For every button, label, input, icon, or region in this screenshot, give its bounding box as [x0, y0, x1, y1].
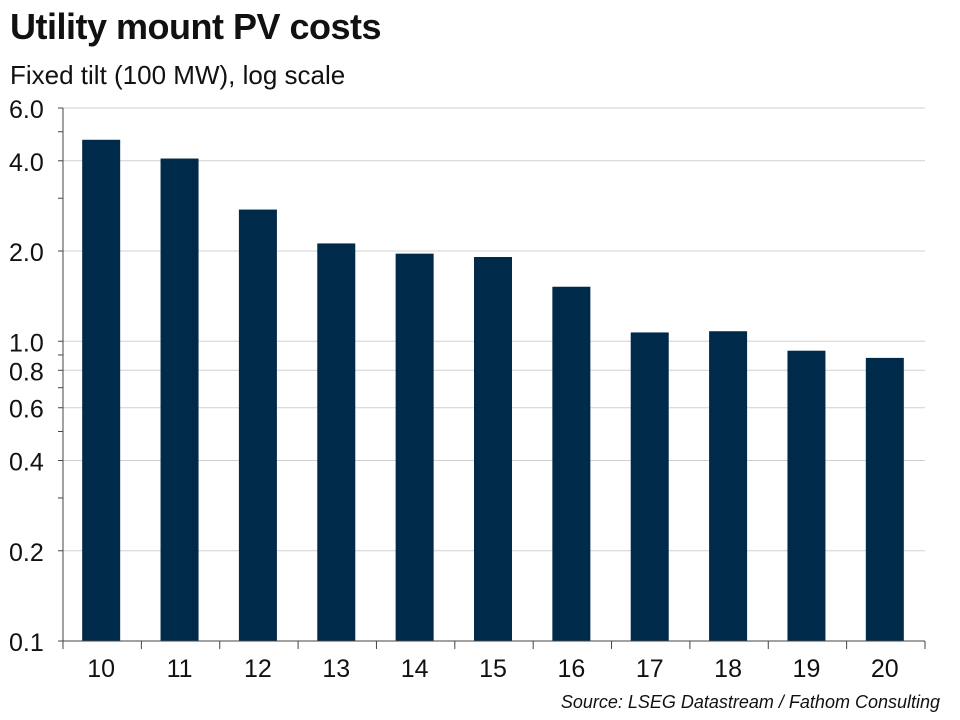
x-tick-label: 12: [244, 655, 272, 683]
x-tick-label: 20: [871, 655, 899, 683]
source-note: Source: LSEG Datastream / Fathom Consult…: [560, 692, 940, 712]
y-tick-label: 2.0: [9, 239, 44, 267]
y-tick-label: 0.8: [9, 358, 44, 386]
y-tick-label: 0.1: [9, 629, 44, 657]
x-tick-label: 14: [401, 655, 429, 683]
bar-10: [82, 139, 121, 641]
x-tick-label: 19: [793, 655, 821, 683]
chart-subtitle: Fixed tilt (100 MW), log scale: [10, 60, 346, 90]
bar-15: [474, 257, 512, 641]
bar-19: [787, 350, 826, 641]
y-tick-label: 6.0: [9, 96, 44, 124]
x-tick-label: 13: [322, 655, 350, 683]
y-tick-label: 1.0: [9, 329, 44, 357]
x-tick-label: 17: [636, 655, 664, 683]
x-tick-label: 15: [479, 655, 507, 683]
x-tick-label: 10: [87, 655, 115, 683]
y-tick-label: 4.0: [9, 149, 44, 177]
y-tick-label: 0.2: [9, 539, 44, 567]
y-tick-label: 0.6: [9, 396, 44, 424]
bar-14: [395, 253, 434, 641]
bar-20: [865, 357, 904, 641]
x-tick-label: 18: [714, 655, 742, 683]
chart-title: Utility mount PV costs: [10, 6, 382, 47]
x-tick-label: 16: [557, 655, 585, 683]
bar-17: [630, 332, 669, 641]
axes: [58, 107, 926, 649]
tick-labels: 0.1 0.2 0.4 0.6 0.81.0 2.0 4.0 6.0 10 11 12 13 14 15 1…: [9, 96, 899, 683]
bars: [82, 139, 904, 641]
bar-11: [160, 158, 199, 641]
bar-13: [317, 243, 356, 641]
y-tick-label: 0.4: [9, 449, 44, 477]
bar-18: [709, 331, 748, 641]
bar-16: [552, 286, 591, 641]
bar-12: [238, 209, 277, 641]
x-tick-label: 11: [167, 655, 193, 683]
